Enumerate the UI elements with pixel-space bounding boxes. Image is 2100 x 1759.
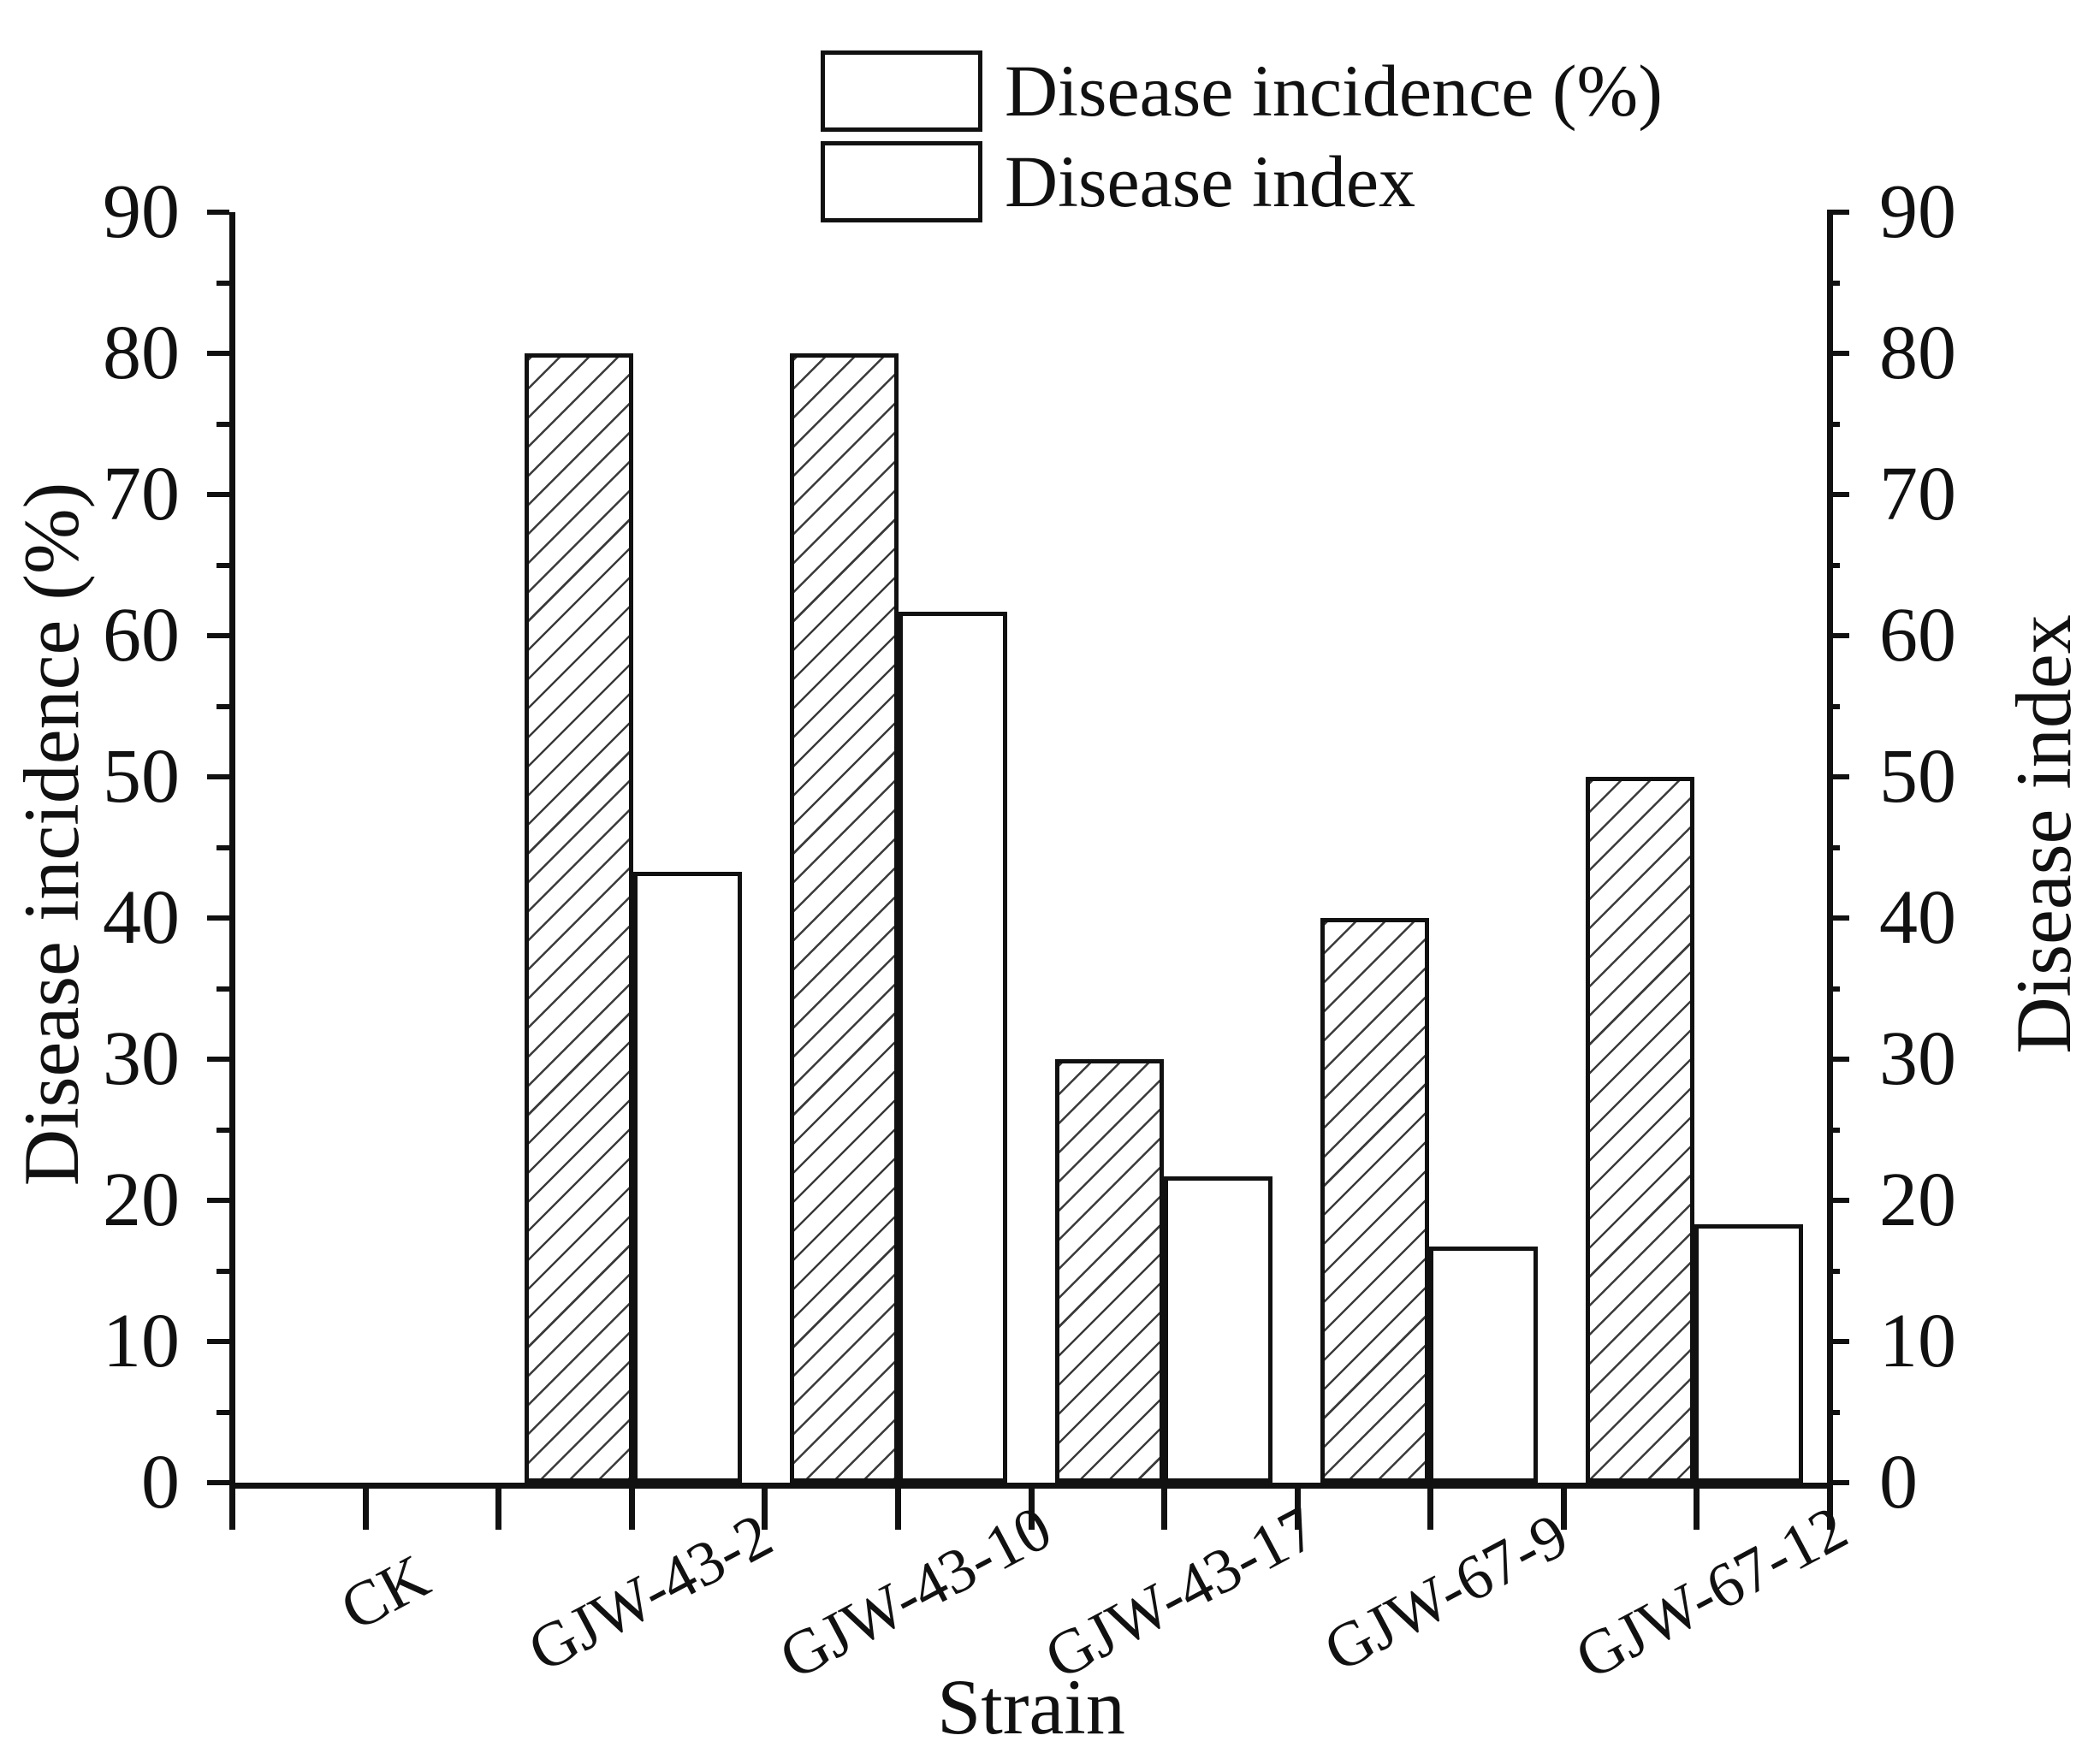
x-axis-category-label-CK: CK bbox=[329, 1541, 441, 1645]
x-axis-category-label-GJW-43-17: GJW-43-17 bbox=[1034, 1492, 1328, 1694]
right-axis-tick-label: 60 bbox=[1879, 593, 1956, 678]
right-axis-major-tick bbox=[1827, 351, 1849, 356]
right-axis-major-tick bbox=[1827, 1057, 1849, 1062]
x-axis-category-label-GJW-43-2: GJW-43-2 bbox=[517, 1500, 784, 1686]
x-axis-tick bbox=[628, 1489, 635, 1530]
bar-disease-index-GJW-67-12 bbox=[1694, 1224, 1803, 1483]
left-axis-minor-tick bbox=[217, 986, 229, 992]
x-axis-tick bbox=[1294, 1489, 1301, 1530]
right-axis-tick-label: 80 bbox=[1879, 311, 1956, 395]
left-axis-major-tick bbox=[207, 915, 229, 921]
right-axis-tick-label: 90 bbox=[1879, 169, 1956, 254]
right-axis-major-tick bbox=[1827, 492, 1849, 497]
left-axis-tick-label: 90 bbox=[103, 169, 180, 254]
right-axis-major-tick bbox=[1827, 210, 1849, 215]
bar-disease-incidence-GJW-43-17 bbox=[1055, 1059, 1164, 1483]
bar-disease-index-GJW-43-10 bbox=[899, 611, 1007, 1483]
left-axis-minor-tick bbox=[217, 1127, 229, 1133]
left-axis-minor-tick bbox=[217, 1409, 229, 1415]
right-axis-major-tick bbox=[1827, 1480, 1849, 1485]
x-axis-category-label-GJW-67-9: GJW-67-9 bbox=[1313, 1500, 1580, 1686]
x-axis-tick bbox=[362, 1489, 369, 1530]
left-axis-tick-label: 30 bbox=[103, 1016, 180, 1101]
left-axis-tick-label: 0 bbox=[141, 1440, 180, 1525]
left-axis-tick-label: 70 bbox=[103, 452, 180, 536]
left-axis-minor-tick bbox=[217, 1268, 229, 1274]
left-axis-major-tick bbox=[207, 492, 229, 497]
left-axis-minor-tick bbox=[217, 421, 229, 427]
left-axis-major-tick bbox=[207, 1198, 229, 1203]
bar-disease-index-GJW-43-2 bbox=[633, 871, 742, 1483]
bar-disease-incidence-GJW-67-12 bbox=[1586, 777, 1694, 1483]
right-axis-minor-tick bbox=[1827, 1127, 1840, 1133]
right-axis-tick-label: 50 bbox=[1879, 734, 1956, 819]
right-axis-tick-label: 0 bbox=[1879, 1440, 1918, 1525]
left-axis-major-tick bbox=[207, 1057, 229, 1062]
right-axis-major-tick bbox=[1827, 1198, 1849, 1203]
right-axis-minor-tick bbox=[1827, 1268, 1840, 1274]
hatched-swatch-icon bbox=[821, 50, 982, 132]
x-axis-title: Strain bbox=[937, 1663, 1125, 1750]
right-axis-minor-tick bbox=[1827, 844, 1840, 850]
right-axis-major-tick bbox=[1827, 915, 1849, 921]
bar-disease-index-GJW-43-17 bbox=[1164, 1176, 1272, 1483]
x-axis-tick bbox=[229, 1489, 235, 1530]
right-axis-tick-label: 70 bbox=[1879, 452, 1956, 536]
right-axis-minor-tick bbox=[1827, 703, 1840, 709]
bar-disease-incidence-GJW-43-10 bbox=[790, 353, 899, 1483]
left-axis-major-tick bbox=[207, 351, 229, 356]
left-axis-tick-label: 20 bbox=[103, 1158, 180, 1242]
left-axis-tick-label: 40 bbox=[103, 875, 180, 960]
left-axis-minor-tick bbox=[217, 562, 229, 568]
right-axis-tick-label: 20 bbox=[1879, 1158, 1956, 1242]
right-axis-minor-tick bbox=[1827, 421, 1840, 427]
left-axis-tick-label: 10 bbox=[103, 1299, 180, 1383]
right-axis-tick-label: 30 bbox=[1879, 1016, 1956, 1101]
legend: Disease incidence (%) Disease index bbox=[821, 50, 1663, 232]
left-axis-tick-label: 60 bbox=[103, 593, 180, 678]
plain-swatch-icon bbox=[821, 141, 982, 222]
legend-label-disease-incidence: Disease incidence (%) bbox=[1005, 50, 1663, 132]
x-axis-tick bbox=[1560, 1489, 1567, 1530]
x-axis-tick bbox=[1161, 1489, 1168, 1530]
x-axis-tick bbox=[1427, 1489, 1434, 1530]
right-axis-major-tick bbox=[1827, 774, 1849, 779]
right-axis-minor-tick bbox=[1827, 562, 1840, 568]
bar-disease-index-GJW-67-9 bbox=[1429, 1247, 1538, 1483]
left-axis-major-tick bbox=[207, 210, 229, 215]
right-axis-minor-tick bbox=[1827, 986, 1840, 992]
legend-label-disease-index: Disease index bbox=[1005, 140, 1416, 222]
right-axis-major-tick bbox=[1827, 1339, 1849, 1344]
right-axis-tick-label: 40 bbox=[1879, 875, 1956, 960]
left-axis-major-tick bbox=[207, 1480, 229, 1485]
right-axis-major-tick bbox=[1827, 633, 1849, 638]
left-axis-tick-label: 50 bbox=[103, 734, 180, 819]
x-axis-tick bbox=[1827, 1489, 1833, 1530]
x-axis-category-label-GJW-67-12: GJW-67-12 bbox=[1564, 1492, 1859, 1694]
left-axis-tick-label: 80 bbox=[103, 311, 180, 395]
left-axis-major-tick bbox=[207, 1339, 229, 1344]
right-axis-minor-tick bbox=[1827, 1409, 1840, 1415]
x-axis-tick bbox=[495, 1489, 502, 1530]
x-axis-tick bbox=[1028, 1489, 1035, 1530]
left-axis-major-tick bbox=[207, 633, 229, 638]
left-axis-minor-tick bbox=[217, 844, 229, 850]
left-axis-minor-tick bbox=[217, 280, 229, 286]
left-axis-minor-tick bbox=[217, 703, 229, 709]
legend-item-disease-incidence: Disease incidence (%) bbox=[821, 50, 1663, 132]
right-axis-tick-label: 10 bbox=[1879, 1299, 1956, 1383]
plot-area bbox=[229, 212, 1833, 1489]
x-axis-tick bbox=[762, 1489, 768, 1530]
right-axis-minor-tick bbox=[1827, 280, 1840, 286]
bar-disease-incidence-GJW-67-9 bbox=[1320, 918, 1429, 1483]
legend-item-disease-index: Disease index bbox=[821, 141, 1663, 222]
x-axis-tick bbox=[1694, 1489, 1700, 1530]
bar-disease-incidence-GJW-43-2 bbox=[525, 353, 633, 1483]
left-axis-major-tick bbox=[207, 774, 229, 779]
x-axis-tick bbox=[894, 1489, 901, 1530]
